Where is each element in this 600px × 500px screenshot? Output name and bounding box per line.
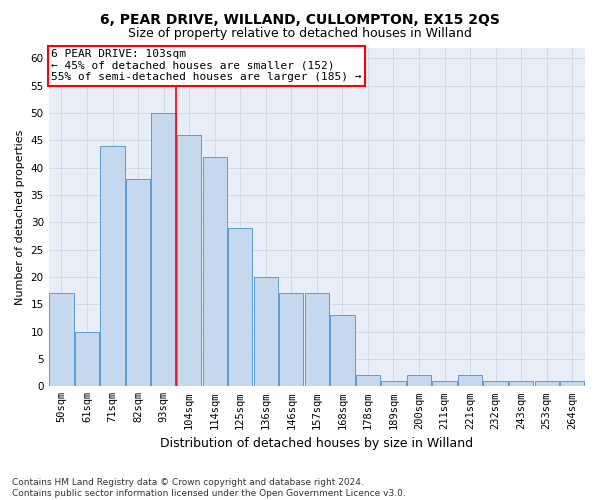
Bar [330,316,355,386]
Bar [305,294,329,386]
Text: 6, PEAR DRIVE, WILLAND, CULLOMPTON, EX15 2QS: 6, PEAR DRIVE, WILLAND, CULLOMPTON, EX15… [100,12,500,26]
Bar [254,277,278,386]
Text: Contains HM Land Registry data © Crown copyright and database right 2024.
Contai: Contains HM Land Registry data © Crown c… [12,478,406,498]
Bar [203,157,227,386]
Bar [49,294,74,386]
Bar [560,381,584,386]
X-axis label: Distribution of detached houses by size in Willand: Distribution of detached houses by size … [160,437,473,450]
Bar [458,376,482,386]
Bar [484,381,508,386]
Bar [75,332,99,386]
Bar [100,146,125,386]
Bar [279,294,304,386]
Bar [356,376,380,386]
Bar [509,381,533,386]
Y-axis label: Number of detached properties: Number of detached properties [15,129,25,304]
Bar [151,113,176,386]
Bar [126,178,150,386]
Text: Size of property relative to detached houses in Willand: Size of property relative to detached ho… [128,28,472,40]
Bar [433,381,457,386]
Bar [177,135,201,386]
Bar [535,381,559,386]
Text: 6 PEAR DRIVE: 103sqm
← 45% of detached houses are smaller (152)
55% of semi-deta: 6 PEAR DRIVE: 103sqm ← 45% of detached h… [52,49,362,82]
Bar [228,228,253,386]
Bar [407,376,431,386]
Bar [382,381,406,386]
